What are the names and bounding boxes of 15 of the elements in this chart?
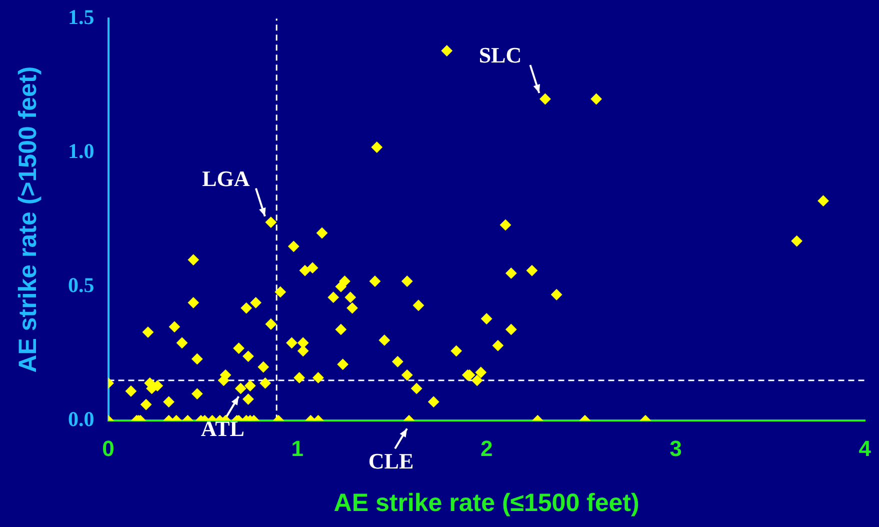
annotation: CLE <box>368 448 414 474</box>
y-axis-title: AE strike rate (>1500 feet) <box>14 66 42 373</box>
x-tick-label: 3 <box>670 436 682 461</box>
x-tick-label: 2 <box>480 436 493 461</box>
y-tick-label: 0.5 <box>68 273 94 298</box>
x-axis-title: AE strike rate (≤1500 feet) <box>334 488 640 517</box>
x-tick-label: 4 <box>858 436 872 461</box>
annotation: ATL <box>200 416 244 442</box>
annotation: LGA <box>202 166 250 191</box>
annotation: SLC <box>478 42 522 68</box>
y-tick-label: 1.5 <box>68 5 94 30</box>
y-tick-label: 0.0 <box>68 407 94 432</box>
x-tick-label: 1 <box>291 436 304 461</box>
y-tick-label: 1.0 <box>68 139 94 164</box>
x-tick-label: 0 <box>102 436 114 461</box>
